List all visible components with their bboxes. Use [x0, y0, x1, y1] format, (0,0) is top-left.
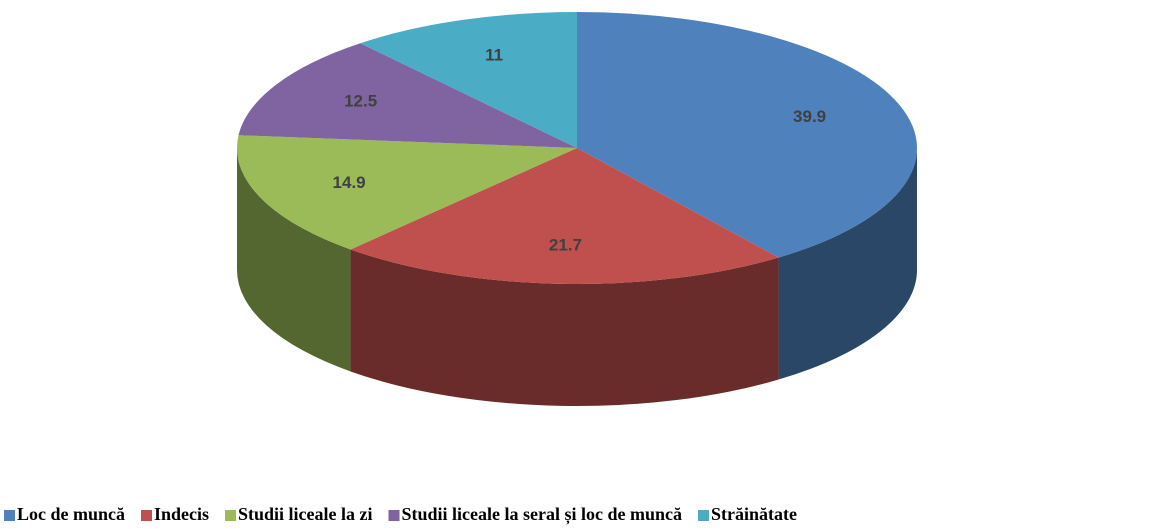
data-label: 21.7: [549, 235, 582, 254]
legend-item: Studii liceale la zi: [225, 504, 373, 524]
slice-side: [778, 148, 917, 380]
data-label: 12.5: [344, 92, 377, 111]
legend-item: Loc de muncă: [4, 504, 125, 524]
slice: [237, 135, 577, 250]
legend-label: Străinătate: [711, 504, 797, 524]
data-label: 11: [485, 45, 503, 64]
legend-label: Studii liceale la seral și loc de muncă: [402, 504, 683, 525]
slice-side: [350, 249, 779, 406]
legend-label: Loc de muncă: [17, 504, 125, 524]
legend-item: Străinătate: [698, 504, 797, 524]
legend-swatch: [388, 510, 400, 521]
data-label: 14.9: [333, 173, 366, 192]
slice: [577, 12, 918, 258]
slice: [360, 12, 577, 148]
data-label: 39.9: [793, 107, 826, 126]
legend-item: Studii liceale la seral și loc de muncă: [388, 504, 683, 525]
legend-label: Studii liceale la zi: [238, 504, 373, 524]
slice: [238, 43, 578, 148]
legend-swatch: [698, 510, 710, 521]
slice-side: [237, 148, 351, 372]
legend-swatch: [225, 510, 237, 521]
legend-swatch: [4, 510, 15, 521]
legend-swatch: [141, 510, 152, 521]
legend-label: Indecis: [154, 504, 209, 524]
slice: [350, 148, 779, 284]
legend-item: Indecis: [141, 504, 209, 524]
